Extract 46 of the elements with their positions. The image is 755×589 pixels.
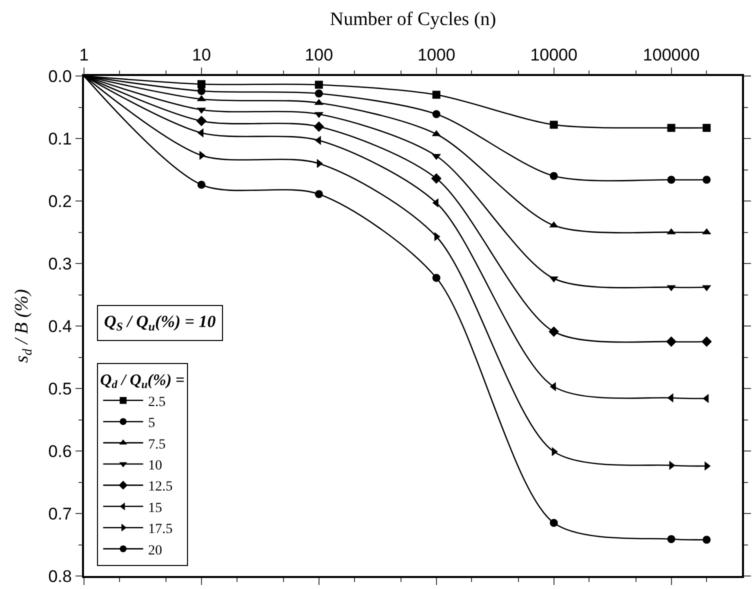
point — [550, 518, 558, 527]
x-tick-label: 100 — [304, 45, 334, 64]
point — [550, 120, 558, 129]
point — [548, 326, 560, 337]
legend-label: 20 — [148, 543, 162, 558]
point — [196, 116, 207, 126]
legend-label: 2.5 — [148, 394, 166, 410]
legend-label: 10 — [148, 458, 162, 474]
x-tick-label: 10 — [192, 45, 211, 64]
point — [314, 90, 323, 98]
point — [197, 180, 206, 189]
legend-label: 7.5 — [148, 437, 166, 452]
y-tick-label: 0.2 — [48, 192, 72, 211]
y-tick-label: 0.0 — [48, 66, 72, 86]
x-tick-label: 1 — [79, 45, 89, 64]
point — [667, 176, 676, 184]
y-tick-label: 0.3 — [48, 254, 72, 274]
y-tick-label: 0.7 — [48, 504, 72, 524]
point — [314, 80, 323, 89]
x-axis-title: Number of Cycles (n) — [330, 8, 496, 30]
annotation: Q$_{S}$ / Q$_{u}$(%) = 10 — [104, 312, 216, 334]
x-tick-label: 10000 — [530, 45, 578, 64]
y-tick-label: 0.5 — [48, 379, 72, 398]
x-tick-label: 1000 — [417, 45, 456, 64]
point — [666, 336, 676, 347]
legend-label: 12.5 — [148, 480, 173, 495]
point — [667, 535, 676, 544]
point — [431, 173, 442, 184]
point — [432, 274, 440, 282]
point — [432, 90, 440, 99]
y-tick-label: 0.6 — [48, 442, 72, 461]
y-tick-label: 0.8 — [48, 566, 72, 586]
point — [314, 121, 324, 132]
point — [550, 172, 558, 180]
point — [197, 87, 206, 95]
legend-label: 17.5 — [148, 522, 173, 538]
x-tick-label: 100000 — [642, 45, 700, 64]
y-tick-label: 0.4 — [48, 316, 72, 336]
point — [432, 110, 440, 118]
legend-label: 5 — [148, 416, 156, 432]
legend-label: 15 — [148, 500, 162, 516]
point — [314, 190, 323, 198]
point — [667, 124, 676, 132]
point — [197, 80, 206, 88]
legend-title: Q$_{d}$ / Q$_{u}$(%) = — [100, 372, 185, 392]
y-tick-label: 0.1 — [48, 129, 72, 148]
